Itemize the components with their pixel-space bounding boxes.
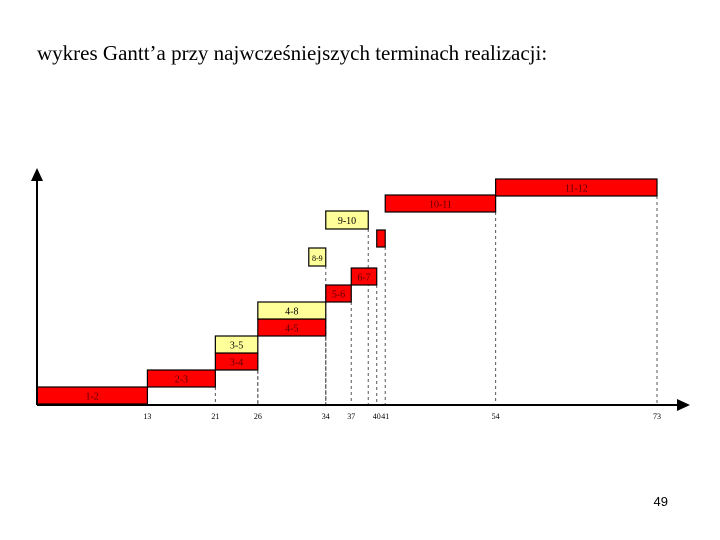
task-bar-label: 10-11 (429, 200, 452, 211)
task-bar-label: 3-4 (230, 358, 243, 369)
task-bar (376, 229, 386, 248)
task-bar (325, 284, 352, 303)
x-tick-label: 40 (373, 412, 381, 421)
task-bar-label: 3-5 (230, 341, 243, 352)
tick-labels: 13 21 26 34 37 40 41 54 73 (143, 412, 661, 421)
task-bar (350, 267, 378, 286)
task-bar-label: 11-12 (565, 184, 588, 195)
task-bar (495, 178, 658, 197)
x-tick-label: 54 (492, 412, 500, 421)
task-bar-label: 6-7 (357, 273, 370, 284)
guide-lines (146, 196, 658, 405)
task-bar-label: 5-6 (332, 290, 345, 301)
x-tick-label: 13 (143, 412, 151, 421)
task-bar-label: 8-9 (312, 254, 323, 263)
task-bar-label: 1-2 (86, 392, 99, 403)
task-bar-label: 9-10 (338, 216, 356, 227)
x-tick-label: 26 (254, 412, 262, 421)
chart-axes (31, 168, 690, 411)
task-bar-label: 4-5 (285, 324, 298, 335)
task-bar (384, 194, 497, 213)
x-tick-label: 21 (211, 412, 219, 421)
x-tick-label: 37 (347, 412, 355, 421)
task-bar-label: 4-8 (285, 307, 298, 318)
x-tick-label: 34 (322, 412, 330, 421)
task-bar (146, 369, 216, 388)
task-bar (257, 301, 327, 320)
x-tick-label: 41 (381, 412, 389, 421)
task-bar (308, 247, 327, 267)
page-number: 49 (653, 494, 668, 509)
x-axis-arrow (677, 399, 690, 411)
task-bar-label: 2-3 (175, 375, 188, 386)
y-axis-arrow (31, 168, 43, 181)
task-bars: 1-2 2-3 3-4 3-5 4-5 4-8 5-6 6-7 8-9 9-10 10-11 11-1… (36, 178, 658, 405)
task-bar (214, 335, 259, 354)
slide-title: wykres Gantt’a przy najwcześniejszych te… (37, 41, 548, 65)
task-bar (325, 210, 369, 230)
x-tick-label: 73 (653, 412, 661, 421)
